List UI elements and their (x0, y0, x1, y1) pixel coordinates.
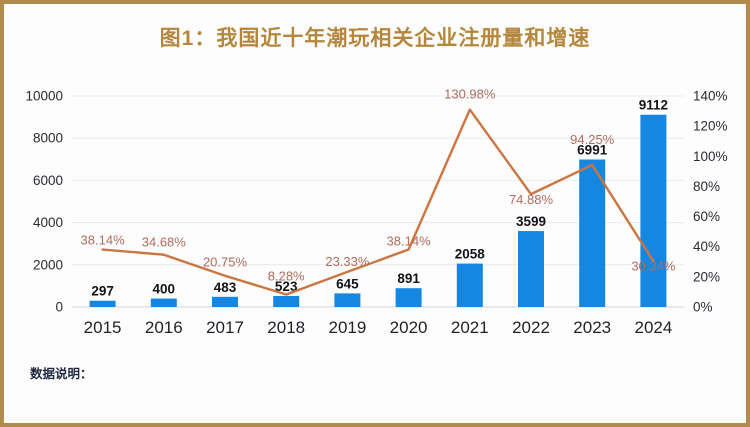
x-axis-label: 2020 (390, 318, 428, 337)
left-axis-tick: 10000 (25, 89, 63, 104)
left-axis-tick: 2000 (33, 257, 63, 272)
growth-value-label: 30.34% (631, 258, 676, 273)
bar-value-label: 3599 (516, 214, 546, 229)
x-axis-label: 2015 (84, 318, 122, 337)
growth-value-label: 34.68% (142, 235, 187, 250)
right-axis-tick: 0% (693, 300, 713, 315)
bar-value-label: 2058 (455, 247, 486, 262)
bar-value-label: 400 (153, 282, 176, 297)
bar (273, 295, 300, 307)
bar (640, 114, 667, 307)
bar (518, 231, 544, 307)
footer-notes: 数据说明： 1.仅统计企业名称、经营范围、品牌产品名称包含关键词“潮玩、潮流玩具… (30, 324, 730, 423)
figure-title: 图1：我国近十年潮玩相关企业注册量和增速 (159, 27, 591, 50)
bar-value-label: 523 (275, 279, 298, 294)
x-axis-label: 2024 (634, 318, 672, 337)
x-axis-label: 2022 (512, 318, 550, 337)
x-axis-label: 2019 (328, 318, 366, 337)
growth-value-label: 74.88% (509, 192, 554, 207)
left-axis-tick: 4000 (33, 215, 63, 230)
right-axis-tick: 80% (693, 179, 720, 194)
right-axis-tick: 60% (693, 209, 720, 224)
growth-value-label: 8.28% (268, 269, 305, 284)
bar-value-label: 483 (214, 280, 237, 295)
x-axis-label: 2018 (267, 318, 305, 337)
right-axis-tick: 40% (693, 239, 720, 254)
bar-value-label: 6991 (577, 142, 608, 157)
footnote-heading: 数据说明： (30, 367, 93, 381)
growth-value-label: 20.75% (203, 255, 248, 270)
growth-value-label: 38.14% (387, 234, 432, 249)
bar-value-label: 891 (397, 271, 420, 286)
right-axis-tick: 140% (693, 89, 728, 104)
left-axis-tick: 6000 (33, 173, 63, 188)
growth-line (101, 108, 655, 296)
bar (395, 288, 422, 307)
growth-value-label: 23.33% (325, 254, 370, 269)
growth-value-label: 94.25% (570, 132, 615, 147)
bar (212, 296, 238, 307)
left-axis-tick: 8000 (33, 131, 63, 146)
bar (579, 159, 606, 307)
right-axis-tick: 20% (693, 269, 720, 284)
growth-value-label: 130.98% (444, 87, 496, 102)
x-axis-label: 2023 (573, 318, 611, 337)
bar (334, 293, 361, 307)
bar-value-label: 645 (336, 276, 359, 291)
right-axis-tick: 100% (693, 149, 728, 164)
x-axis-label: 2016 (145, 318, 183, 337)
bar (150, 298, 177, 307)
bar-value-label: 9112 (639, 98, 668, 113)
bar-line-chart: 0 2000 4000 6000 8000 10000 0% 20% 40% 60% 80% 100%… (25, 87, 728, 337)
bar-value-label: 297 (91, 284, 114, 299)
x-axis-label: 2021 (451, 318, 489, 337)
x-axis-label: 2017 (206, 318, 244, 337)
right-axis-tick: 120% (693, 119, 728, 134)
bar (89, 300, 116, 307)
bar (456, 263, 483, 307)
left-axis-tick: 0 (55, 300, 63, 315)
growth-value-label: 38.14% (81, 233, 126, 248)
